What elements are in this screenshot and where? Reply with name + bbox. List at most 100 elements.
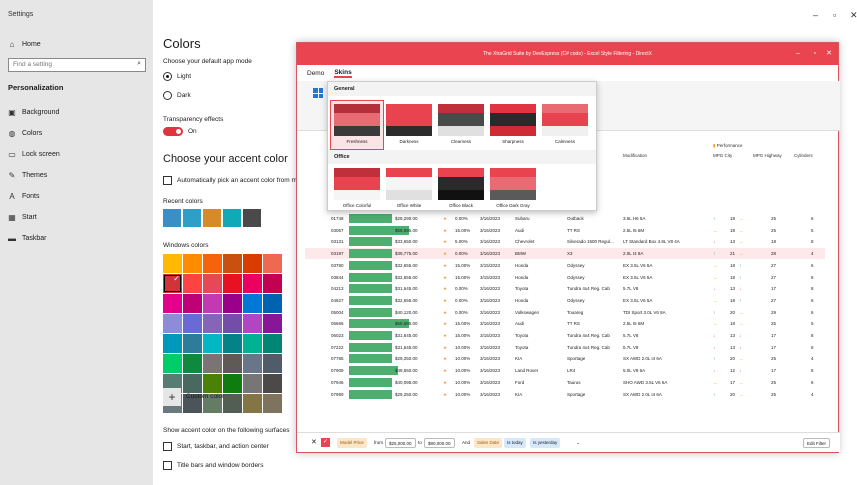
table-row[interactable]: 01748 $29,290.00 0.00% 3/16/2023 Subaru Outba… <box>305 213 825 224</box>
close-icon[interactable]: ✕ <box>850 10 857 20</box>
maximize-icon[interactable]: ▫ <box>833 10 837 20</box>
recent-color-swatch[interactable] <box>223 209 241 227</box>
windows-color-swatch[interactable] <box>223 274 242 293</box>
sidebar-item-fonts[interactable]: A Fonts <box>9 191 40 201</box>
windows-color-swatch[interactable] <box>243 314 262 333</box>
windows-color-swatch[interactable] <box>203 274 222 293</box>
filter-value-from[interactable]: $25,000.00 <box>385 438 416 448</box>
windows-color-swatch[interactable] <box>243 374 262 393</box>
skin-thumbnail[interactable] <box>490 168 536 200</box>
filter-is-today[interactable]: Is today <box>504 438 526 448</box>
sidebar-item-background[interactable]: ▣ Background <box>8 107 60 117</box>
windows-color-swatch[interactable] <box>163 294 182 313</box>
filter-dropdown-icon[interactable]: ⌄ <box>576 440 580 445</box>
edit-filter-button[interactable]: Edit Filter <box>802 438 830 448</box>
windows-color-swatch[interactable] <box>203 314 222 333</box>
sidebar-item-start[interactable]: ▦ Start <box>8 212 37 222</box>
table-row[interactable]: 05004 $40,120.00 0.00% 3/16/2023 Volkswagen T… <box>305 307 825 318</box>
tab-demo[interactable]: Demo <box>307 69 325 77</box>
windows-color-swatch[interactable] <box>263 314 282 333</box>
recent-color-swatch[interactable] <box>183 209 201 227</box>
windows-color-swatch[interactable] <box>203 394 222 413</box>
filter-field-date[interactable]: Sales Date <box>474 438 503 448</box>
windows-color-swatch[interactable] <box>243 334 262 353</box>
table-row[interactable]: 07785 $29,250.00 10.00% 3/16/2023 KIA Sportag… <box>305 353 825 364</box>
col-mpg-highway[interactable]: MPG Highway <box>753 153 782 158</box>
recent-color-swatch[interactable] <box>203 209 221 227</box>
sidebar-item-lock-screen[interactable]: ▭ Lock screen <box>8 149 60 159</box>
table-row[interactable]: 03131 $33,650.00 5.00% 3/16/2023 Chevrolet Si… <box>305 236 825 247</box>
skin-thumbnail[interactable] <box>438 168 484 200</box>
app-minimize-icon[interactable]: – <box>796 50 800 57</box>
dark-radio[interactable] <box>163 91 172 100</box>
windows-color-swatch[interactable] <box>263 254 282 273</box>
windows-color-swatch[interactable] <box>243 394 262 413</box>
tab-skins[interactable]: Skins <box>334 68 352 78</box>
windows-color-swatch[interactable] <box>203 334 222 353</box>
filter-field-price[interactable]: Model Price <box>337 438 367 448</box>
table-row[interactable]: 03067 $58,595.00 15.00% 3/16/2023 Audi TT RS 2… <box>305 225 825 236</box>
sidebar-item-colors[interactable]: ◍ Colors <box>8 128 43 138</box>
table-row[interactable]: 03197 $39,775.00 0.00% 3/16/2023 BMW X3 2.0L I… <box>305 248 825 260</box>
windows-color-swatch[interactable] <box>263 394 282 413</box>
search-input[interactable]: Find a setting ⌕ <box>8 58 146 72</box>
windows-color-swatch[interactable] <box>223 394 242 413</box>
filter-enabled-checkbox[interactable]: ✓ <box>321 438 330 447</box>
windows-color-swatch[interactable] <box>163 314 182 333</box>
windows-color-swatch[interactable] <box>203 354 222 373</box>
windows-color-swatch[interactable] <box>183 254 202 273</box>
surface-titlebar-checkbox[interactable] <box>163 461 172 470</box>
skin-thumbnail[interactable] <box>334 168 380 200</box>
windows-color-swatch[interactable] <box>183 274 202 293</box>
col-mpg-city[interactable]: MPG City <box>713 153 733 158</box>
table-row[interactable]: 03844 $32,655.00 15.00% 3/15/2023 Honda Odyss… <box>305 272 825 283</box>
col-performance[interactable]: ▮ Performance <box>713 143 743 148</box>
app-close-icon[interactable]: ✕ <box>826 50 832 57</box>
windows-color-swatch[interactable] <box>223 254 242 273</box>
windows-color-swatch[interactable] <box>163 254 182 273</box>
surface-start-checkbox[interactable] <box>163 442 172 451</box>
table-row[interactable]: 03780 $32,655.00 15.00% 3/15/2023 Honda Odyss… <box>305 260 825 271</box>
recent-color-swatch[interactable] <box>163 209 181 227</box>
windows-color-swatch[interactable] <box>183 314 202 333</box>
windows-color-swatch[interactable]: ✓ <box>163 274 182 293</box>
sidebar-item-themes[interactable]: ✎ Themes <box>8 170 48 180</box>
sidebar-item-home[interactable]: ⌂ Home <box>9 39 41 49</box>
clear-filter-icon[interactable]: ✕ <box>311 439 317 446</box>
table-row[interactable]: 07946 $40,095.00 10.00% 3/16/2023 Ford Taurus… <box>305 377 825 388</box>
skin-thumbnail[interactable] <box>438 104 484 136</box>
windows-color-swatch[interactable] <box>243 274 262 293</box>
windows-color-swatch[interactable] <box>223 314 242 333</box>
skin-thumbnail[interactable] <box>490 104 536 136</box>
table-row[interactable]: 06023 $31,645.00 15.00% 3/15/2023 Toyota Tund… <box>305 330 825 341</box>
windows-color-swatch[interactable] <box>163 334 182 353</box>
windows-color-swatch[interactable] <box>163 354 182 373</box>
windows-color-swatch[interactable] <box>263 274 282 293</box>
windows-color-swatch[interactable] <box>203 254 222 273</box>
col-cylinders[interactable]: Cylinders <box>794 153 813 158</box>
table-row[interactable]: 04627 $32,655.00 0.00% 3/16/2023 Honda Odysse… <box>305 295 825 306</box>
skin-thumbnail[interactable] <box>334 104 380 136</box>
col-modification[interactable]: Modification <box>623 153 648 158</box>
windows-color-swatch[interactable] <box>223 294 242 313</box>
auto-pick-checkbox[interactable] <box>163 176 172 185</box>
windows-color-swatch[interactable] <box>243 254 262 273</box>
transparency-toggle[interactable] <box>163 127 183 136</box>
windows-color-swatch[interactable] <box>223 374 242 393</box>
table-row[interactable]: 07959 $29,250.00 10.00% 3/16/2023 KIA Sportag… <box>305 389 825 400</box>
table-row[interactable]: 04213 $31,645.00 0.00% 3/16/2023 Toyota Tundr… <box>305 283 825 294</box>
windows-color-swatch[interactable] <box>183 374 202 393</box>
table-row[interactable]: 07222 $31,645.00 10.00% 3/16/2023 Toyota Tund… <box>305 342 825 353</box>
windows-color-swatch[interactable] <box>263 294 282 313</box>
table-row[interactable]: 07909 $49,550.00 10.00% 3/16/2023 Land Rover… <box>305 365 825 376</box>
windows-color-swatch[interactable] <box>223 334 242 353</box>
windows-color-swatch[interactable] <box>223 354 242 373</box>
windows-color-swatch[interactable] <box>243 294 262 313</box>
light-radio[interactable] <box>163 72 172 81</box>
filter-value-to[interactable]: $80,000.00 <box>424 438 455 448</box>
custom-color-button[interactable]: + <box>163 388 181 406</box>
windows-color-swatch[interactable] <box>183 354 202 373</box>
windows-color-swatch[interactable] <box>183 394 202 413</box>
windows-color-swatch[interactable] <box>263 354 282 373</box>
table-row[interactable]: 05666 $58,595.00 15.00% 3/16/2023 Audi TT RS 2… <box>305 318 825 329</box>
